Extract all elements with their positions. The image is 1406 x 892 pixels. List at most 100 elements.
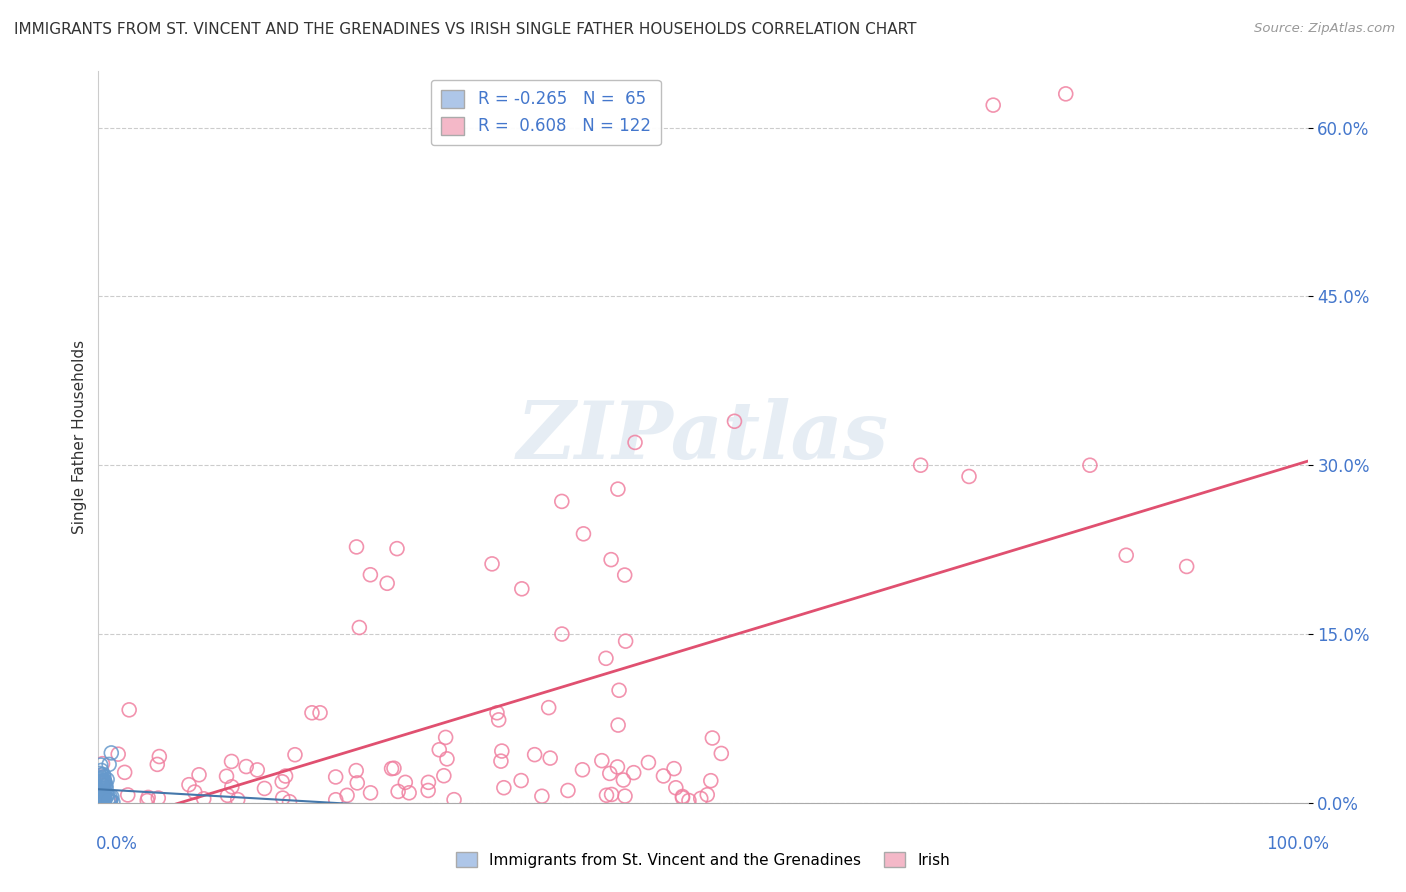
Point	[612, 772, 634, 787]
Point	[90, 767, 112, 781]
Point	[375, 576, 398, 591]
Point	[93, 795, 115, 809]
Legend: Immigrants from St. Vincent and the Grenadines, Irish: Immigrants from St. Vincent and the Gren…	[450, 846, 956, 873]
Point	[100, 746, 122, 760]
Point	[89, 795, 111, 809]
Point	[148, 749, 170, 764]
Point	[418, 775, 440, 789]
Point	[360, 786, 382, 800]
Point	[91, 767, 114, 781]
Point	[678, 793, 700, 807]
Point	[136, 790, 159, 805]
Point	[1115, 548, 1137, 562]
Point	[96, 788, 118, 802]
Point	[89, 776, 111, 790]
Point	[595, 789, 617, 803]
Point	[613, 568, 636, 582]
Point	[215, 769, 238, 783]
Point	[385, 541, 408, 556]
Text: ZIPatlas: ZIPatlas	[517, 399, 889, 475]
Point	[394, 775, 416, 789]
Point	[136, 793, 159, 807]
Legend: R = -0.265   N =  65, R =  0.608   N = 122: R = -0.265 N = 65, R = 0.608 N = 122	[432, 79, 661, 145]
Point	[671, 790, 693, 805]
Point	[700, 773, 723, 788]
Point	[91, 756, 114, 771]
Point	[382, 761, 405, 775]
Point	[93, 789, 115, 803]
Point	[1054, 87, 1077, 101]
Point	[488, 713, 510, 727]
Point	[253, 781, 276, 796]
Point	[98, 757, 121, 772]
Point	[607, 683, 630, 698]
Point	[325, 770, 347, 784]
Point	[93, 775, 115, 789]
Point	[301, 706, 323, 720]
Point	[662, 762, 685, 776]
Point	[89, 792, 111, 806]
Point	[723, 414, 745, 428]
Point	[90, 771, 112, 785]
Point	[89, 795, 111, 809]
Point	[221, 780, 243, 794]
Point	[90, 772, 112, 786]
Point	[510, 582, 533, 596]
Point	[689, 791, 711, 805]
Point	[336, 789, 359, 803]
Point	[606, 760, 628, 774]
Y-axis label: Single Father Households: Single Father Households	[72, 340, 87, 534]
Point	[600, 788, 623, 802]
Point	[443, 792, 465, 806]
Point	[217, 789, 239, 803]
Point	[599, 766, 621, 780]
Text: 100.0%: 100.0%	[1265, 835, 1329, 853]
Point	[346, 540, 368, 554]
Point	[614, 634, 637, 648]
Point	[436, 752, 458, 766]
Point	[652, 769, 675, 783]
Point	[1175, 559, 1198, 574]
Point	[107, 747, 129, 761]
Point	[591, 754, 613, 768]
Point	[93, 773, 115, 788]
Point	[97, 793, 120, 807]
Point	[427, 743, 450, 757]
Point	[710, 747, 733, 761]
Point	[94, 781, 117, 796]
Point	[221, 755, 243, 769]
Point	[398, 786, 420, 800]
Point	[571, 763, 593, 777]
Point	[118, 703, 141, 717]
Point	[957, 469, 980, 483]
Point	[226, 792, 249, 806]
Point	[434, 731, 457, 745]
Point	[114, 765, 136, 780]
Point	[89, 791, 111, 805]
Point	[148, 791, 170, 805]
Point	[90, 780, 112, 795]
Point	[537, 700, 560, 714]
Point	[93, 791, 115, 805]
Point	[91, 793, 114, 807]
Point	[98, 794, 121, 808]
Point	[489, 754, 512, 768]
Point	[271, 774, 294, 789]
Point	[90, 764, 112, 778]
Point	[91, 775, 114, 789]
Point	[309, 706, 332, 720]
Point	[271, 791, 294, 805]
Point	[91, 774, 114, 789]
Point	[193, 791, 215, 805]
Point	[90, 789, 112, 803]
Point	[87, 766, 110, 780]
Point	[284, 747, 307, 762]
Point	[538, 751, 561, 765]
Point	[101, 795, 124, 809]
Point	[325, 793, 347, 807]
Point	[278, 795, 301, 809]
Point	[418, 783, 440, 797]
Point	[91, 791, 114, 805]
Point	[624, 435, 647, 450]
Point	[671, 789, 693, 804]
